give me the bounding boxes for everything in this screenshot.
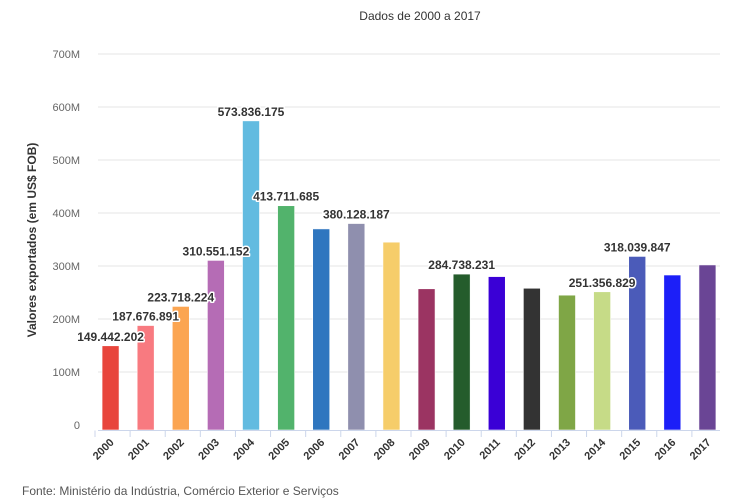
x-tick-label: 2006 — [302, 437, 328, 463]
x-tick-label: 2004 — [231, 436, 257, 462]
x-tick-label: 2003 — [196, 437, 222, 463]
x-tick-label: 2015 — [618, 437, 644, 463]
data-label-2003: 310.551.152 — [183, 244, 250, 258]
bar-2010[interactable] — [452, 273, 471, 431]
data-label-2004: 573.836.175 — [218, 105, 285, 119]
source-note: Fonte: Ministério da Indústria, Comércio… — [22, 484, 339, 498]
x-tick-label: 2005 — [266, 437, 292, 463]
bar-2012[interactable] — [523, 287, 541, 431]
bar-2011[interactable] — [487, 276, 506, 431]
x-tick-label: 2000 — [91, 437, 117, 463]
y-axis-ticks: 0 100M 200M 300M 400M 500M 600M 700M — [52, 49, 80, 432]
bar-2009[interactable] — [417, 288, 436, 431]
bar-2003[interactable] — [207, 260, 225, 431]
bar-2007[interactable] — [347, 223, 366, 431]
bar-2014[interactable] — [593, 291, 611, 431]
y-tick-label: 200M — [52, 314, 80, 326]
bar-chart: Dados de 2000 a 2017 Valores exportados … — [25, 9, 720, 463]
x-tick-label: 2002 — [161, 437, 187, 463]
chart-title: Dados de 2000 a 2017 — [359, 9, 481, 23]
data-label-2010: 284.738.231 — [428, 258, 495, 272]
y-tick-label: 400M — [52, 208, 80, 220]
data-label-2015: 318.039.847 — [604, 240, 671, 254]
x-tick-label: 2016 — [653, 437, 679, 463]
data-label-2001: 187.676.891 — [112, 310, 179, 324]
bar-2002[interactable] — [171, 306, 190, 431]
x-tick-label: 2017 — [688, 437, 714, 463]
y-tick-label: 300M — [52, 261, 80, 273]
x-tick-label: 2012 — [512, 437, 538, 463]
y-axis-label: Valores exportados (em US$ FOB) — [25, 143, 39, 338]
data-labels: 149.442.202 187.676.891 223.718.224 310.551… — [76, 103, 673, 345]
y-tick-label: 100M — [52, 367, 80, 379]
data-label-2002: 223.718.224 — [147, 290, 214, 304]
data-label-2007: 380.128.187 — [323, 208, 390, 222]
bar-2006[interactable] — [312, 228, 331, 431]
gridlines — [98, 53, 720, 373]
data-label-2005: 413.711.685 — [253, 190, 319, 204]
x-axis: 2000 2001 2002 2003 2004 2005 2006 2007 2008 2009… — [91, 430, 720, 463]
x-tick-label: 2007 — [337, 437, 363, 463]
bar-2017[interactable] — [698, 264, 717, 431]
data-label-2014: 251.356.829 — [569, 276, 636, 290]
bar-2008[interactable] — [382, 241, 401, 431]
bar-2000[interactable] — [101, 345, 120, 431]
x-tick-label: 2001 — [126, 437, 152, 463]
y-tick-label: 600M — [52, 102, 80, 114]
bar-2004[interactable] — [242, 120, 260, 431]
y-tick-label: 0 — [74, 420, 80, 432]
x-tick-label: 2011 — [478, 437, 503, 462]
x-tick-label: 2014 — [582, 436, 608, 462]
bars — [101, 120, 717, 431]
bar-2016[interactable] — [663, 274, 682, 431]
data-label-2000: 149.442.202 — [77, 330, 144, 344]
y-tick-label: 700M — [52, 49, 80, 61]
x-tick-label: 2013 — [547, 437, 573, 463]
bar-2013[interactable] — [558, 294, 576, 431]
y-tick-label: 500M — [52, 155, 80, 167]
bar-2005[interactable] — [277, 205, 295, 431]
x-tick-label: 2010 — [442, 437, 468, 463]
x-tick-label: 2009 — [407, 437, 433, 463]
x-tick-label: 2008 — [372, 437, 398, 463]
